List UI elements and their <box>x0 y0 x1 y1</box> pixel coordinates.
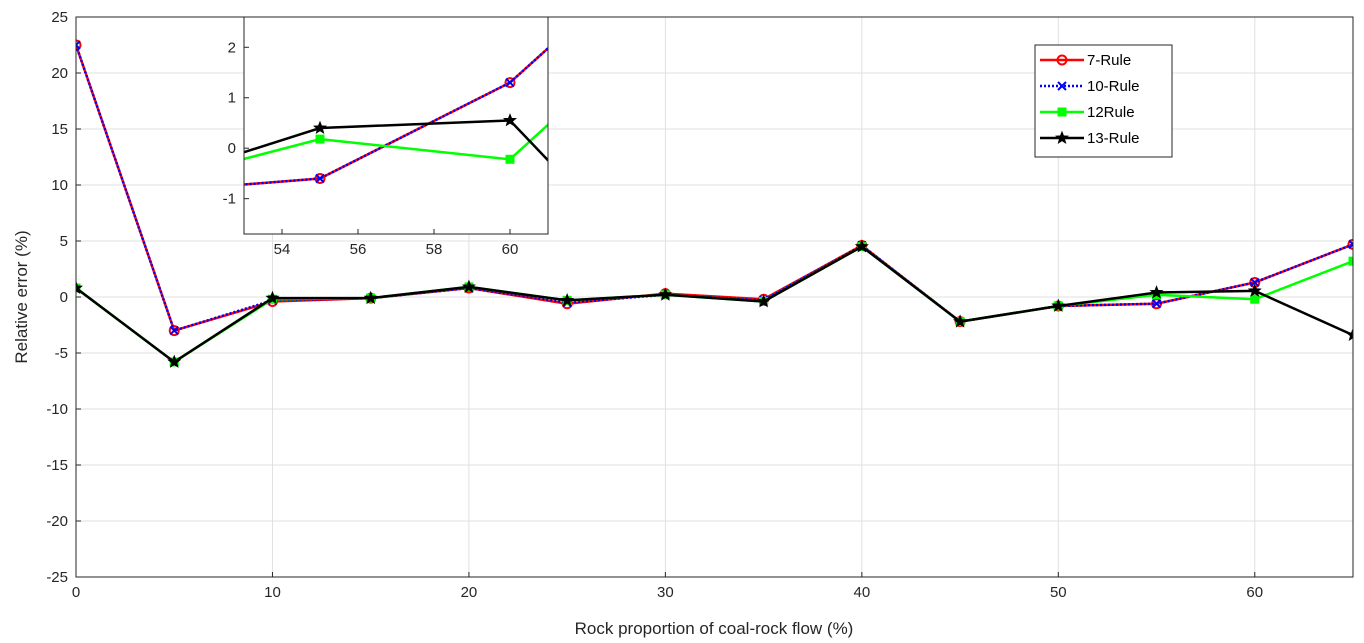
data-point <box>1345 327 1353 342</box>
data-point <box>167 354 182 368</box>
inset-y-tick-label: 2 <box>228 39 236 56</box>
inset-y-tick-label: 1 <box>228 90 236 107</box>
data-point <box>1051 298 1066 312</box>
data-point <box>1348 256 1353 266</box>
data-point <box>1151 299 1162 309</box>
y-axis-label: Relative error (%) <box>12 230 31 363</box>
inset-data-point <box>315 134 325 144</box>
inset-series-line <box>244 119 548 163</box>
inset-y-tick-label: 0 <box>228 140 236 157</box>
inset-series-10-Rule <box>244 46 548 186</box>
inset-series-line <box>244 46 548 186</box>
data-point <box>658 287 673 301</box>
legend-marker <box>1057 81 1067 91</box>
data-point <box>76 39 82 51</box>
data-point <box>461 279 476 293</box>
legend-marker <box>1054 130 1070 144</box>
data-point <box>1347 238 1353 250</box>
inset-x-tick-label: 56 <box>350 241 367 258</box>
legend-label: 7-Rule <box>1087 52 1131 69</box>
data-point <box>265 290 280 305</box>
inset-x-tick-label: 54 <box>274 241 291 258</box>
y-tick-label: -25 <box>46 569 68 586</box>
x-tick-label: 20 <box>461 584 478 601</box>
data-point <box>854 239 869 253</box>
x-tick-label: 30 <box>657 584 674 601</box>
legend-label: 10-Rule <box>1087 78 1140 95</box>
legend-marker <box>1057 107 1067 117</box>
data-point <box>1348 239 1353 250</box>
inset-series-13-Rule <box>244 113 548 163</box>
inset-data-point <box>505 77 515 88</box>
data-point <box>363 290 378 305</box>
y-tick-label: 5 <box>60 233 68 250</box>
legend-item: 12Rule <box>1040 104 1135 121</box>
legend-item: 13-Rule <box>1040 130 1140 147</box>
legend-label: 12Rule <box>1087 104 1135 121</box>
inset-x-tick-label: 60 <box>502 241 519 258</box>
data-point <box>1250 277 1260 288</box>
y-tick-label: 15 <box>51 121 68 138</box>
y-tick-label: 20 <box>51 65 68 82</box>
data-point <box>76 40 81 50</box>
inset-x-tick-label: 58 <box>426 241 443 258</box>
y-tick-label: 10 <box>51 177 68 194</box>
y-tick-label: -10 <box>46 401 68 418</box>
inset-data-point <box>312 120 328 134</box>
y-tick-label: 25 <box>51 9 68 26</box>
x-tick-label: 0 <box>72 584 80 601</box>
legend-item: 7-Rule <box>1040 52 1131 69</box>
legend-label: 13-Rule <box>1087 130 1140 147</box>
main-series <box>76 39 1353 368</box>
y-tick-label: -20 <box>46 513 68 530</box>
inset-axes-box <box>243 16 549 235</box>
series-line <box>76 245 1353 364</box>
data-point <box>168 325 180 337</box>
inset-data-point <box>502 113 518 127</box>
inset-ticks: 54 56 58 60 -1 0 1 2 <box>223 39 519 258</box>
data-point <box>1149 285 1164 299</box>
y-tick-label: -15 <box>46 457 68 474</box>
x-tick-label: 50 <box>1050 584 1067 601</box>
inset-data-point <box>315 173 325 184</box>
x-tick-label: 60 <box>1246 584 1263 601</box>
inset-data-point <box>314 172 326 184</box>
y-tick-label: -5 <box>55 345 68 362</box>
x-tick-label: 40 <box>854 584 871 601</box>
x-tick-label: 10 <box>264 584 281 601</box>
legend-marker <box>1056 54 1068 66</box>
data-point <box>560 292 575 307</box>
inset-series-12Rule <box>244 123 548 164</box>
data-point <box>756 294 771 308</box>
inset-series <box>244 46 548 186</box>
inset-data-point <box>504 77 516 89</box>
inset-y-tick-label: -1 <box>223 191 236 208</box>
legend-item: 10-Rule <box>1040 78 1140 95</box>
legend: 7-Rule 10-Rule 12Rule 13-Rule <box>1034 44 1173 158</box>
inset-series-line <box>244 123 548 161</box>
data-point <box>76 280 84 294</box>
x-axis-label: Rock proportion of coal-rock flow (%) <box>575 619 854 638</box>
y-tick-label: 0 <box>60 289 68 306</box>
data-point <box>953 314 968 328</box>
data-point <box>169 325 179 336</box>
data-point <box>1250 294 1260 304</box>
data-point <box>1247 283 1262 297</box>
series-13-Rule <box>76 239 1353 368</box>
inset-data-point <box>505 154 515 164</box>
